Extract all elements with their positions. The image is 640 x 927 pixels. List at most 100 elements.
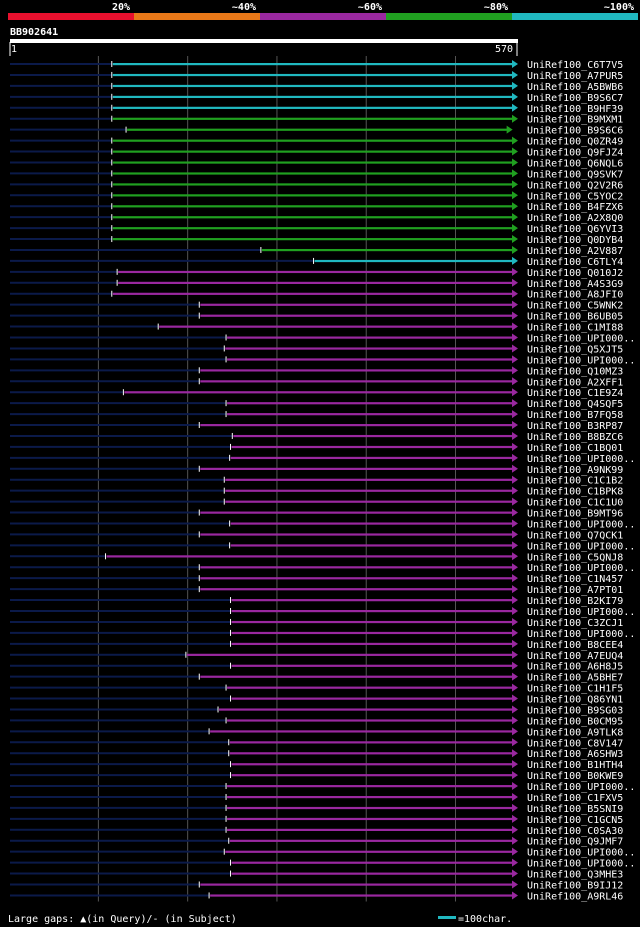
hit-label[interactable]: UniRef100_A9NK99 <box>527 465 623 476</box>
hit-row[interactable]: UniRef100_Q6YVI3 <box>10 224 623 235</box>
hit-row[interactable]: UniRef100_A4S3G9 <box>10 278 623 290</box>
hit-label[interactable]: UniRef100_B4FZX6 <box>527 202 623 213</box>
hit-row[interactable]: UniRef100_UPI000.. <box>10 628 635 640</box>
hit-label[interactable]: UniRef100_Q2V2R6 <box>527 180 623 191</box>
hit-label[interactable]: UniRef100_UPI000.. <box>527 355 635 366</box>
hit-row[interactable]: UniRef100_C5QNJ8 <box>10 552 623 563</box>
hit-row[interactable]: UniRef100_C5YOC2 <box>10 191 623 202</box>
hit-row[interactable]: UniRef100_UPI000.. <box>10 607 635 618</box>
hit-label[interactable]: UniRef100_C1E9Z4 <box>527 388 623 399</box>
hit-row[interactable]: UniRef100_Q0DYB4 <box>10 235 623 246</box>
hit-row[interactable]: UniRef100_B8CEE4 <box>10 639 623 651</box>
hit-row[interactable]: UniRef100_Q9SVK7 <box>10 169 623 180</box>
hit-label[interactable]: UniRef100_A9TLK8 <box>527 727 623 738</box>
hit-label[interactable]: UniRef100_C6T7V5 <box>527 60 623 71</box>
hit-row[interactable]: UniRef100_C1BQ01 <box>10 442 623 454</box>
hit-row[interactable]: UniRef100_A2XFF1 <box>10 377 623 388</box>
hit-label[interactable]: UniRef100_UPI000.. <box>527 334 635 345</box>
hit-row[interactable]: UniRef100_C6TLY4 <box>10 256 623 268</box>
hit-label[interactable]: UniRef100_B2KI79 <box>527 596 623 607</box>
hit-label[interactable]: UniRef100_UPI000.. <box>527 541 635 552</box>
hit-row[interactable]: UniRef100_Q7QCK1 <box>10 530 623 541</box>
hit-label[interactable]: UniRef100_Q4SQF5 <box>527 399 623 410</box>
hit-row[interactable]: UniRef100_Q0ZR49 <box>10 136 623 148</box>
hit-label[interactable]: UniRef100_C1FXV5 <box>527 793 623 804</box>
hit-label[interactable]: UniRef100_B0KWE9 <box>527 771 623 782</box>
hit-row[interactable]: UniRef100_UPI000.. <box>10 858 635 870</box>
hit-row[interactable]: UniRef100_UPI000.. <box>10 519 635 530</box>
hit-row[interactable]: UniRef100_C1FXV5 <box>10 792 623 804</box>
hit-row[interactable]: UniRef100_C3ZCJ1 <box>10 617 623 629</box>
hit-label[interactable]: UniRef100_Q10MZ3 <box>527 366 623 377</box>
hit-label[interactable]: UniRef100_A7PUR5 <box>527 71 623 82</box>
hit-label[interactable]: UniRef100_C5YOC2 <box>527 191 623 202</box>
hit-row[interactable]: UniRef100_UPI000.. <box>10 333 635 345</box>
hit-label[interactable]: UniRef100_C5QNJ8 <box>527 552 623 563</box>
hit-row[interactable]: UniRef100_C1C1B2 <box>10 475 623 487</box>
hit-row[interactable]: UniRef100_UPI000.. <box>10 782 635 793</box>
hit-label[interactable]: UniRef100_A8JFI0 <box>527 290 623 301</box>
hit-row[interactable]: UniRef100_UPI000.. <box>10 541 635 552</box>
hit-label[interactable]: UniRef100_A9RL46 <box>527 891 623 902</box>
hit-row[interactable]: UniRef100_C0SA30 <box>10 825 623 837</box>
hit-label[interactable]: UniRef100_C1MI88 <box>527 323 623 334</box>
hit-row[interactable]: UniRef100_UPI000.. <box>10 453 635 465</box>
hit-label[interactable]: UniRef100_C1C1U0 <box>527 498 623 509</box>
hit-row[interactable]: UniRef100_A5BWB6 <box>10 81 623 93</box>
hit-row[interactable]: UniRef100_C1N457 <box>10 574 623 585</box>
hit-row[interactable]: UniRef100_B9SG03 <box>10 705 623 716</box>
hit-row[interactable]: UniRef100_C1H1F5 <box>10 683 623 695</box>
hit-label[interactable]: UniRef100_Q010J2 <box>527 268 623 279</box>
hit-row[interactable]: UniRef100_A8JFI0 <box>10 289 623 301</box>
hit-row[interactable]: UniRef100_C1E9Z4 <box>10 388 623 399</box>
hit-label[interactable]: UniRef100_Q86YN1 <box>527 695 623 706</box>
hit-label[interactable]: UniRef100_Q0DYB4 <box>527 235 623 246</box>
hit-row[interactable]: UniRef100_B0KWE9 <box>10 771 623 782</box>
hit-label[interactable]: UniRef100_B3RP87 <box>527 421 623 432</box>
hit-row[interactable]: UniRef100_C8V147 <box>10 738 623 749</box>
hit-label[interactable]: UniRef100_Q7QCK1 <box>527 530 623 541</box>
hit-row[interactable]: UniRef100_A7PT01 <box>10 585 623 596</box>
hit-label[interactable]: UniRef100_C1GCN5 <box>527 815 623 826</box>
hit-row[interactable]: UniRef100_B9S6C6 <box>10 125 623 137</box>
hit-label[interactable]: UniRef100_A2V887 <box>527 246 623 257</box>
hit-label[interactable]: UniRef100_B9S6C6 <box>527 126 623 137</box>
hit-label[interactable]: UniRef100_C6TLY4 <box>527 257 623 268</box>
hit-row[interactable]: UniRef100_Q86YN1 <box>10 694 623 706</box>
hit-label[interactable]: UniRef100_Q6YVI3 <box>527 224 623 235</box>
hit-label[interactable]: UniRef100_B8CEE4 <box>527 640 623 651</box>
hit-row[interactable]: UniRef100_Q010J2 <box>10 267 623 279</box>
hit-row[interactable]: UniRef100_Q5XJT5 <box>10 344 623 355</box>
hit-row[interactable]: UniRef100_B5SNI9 <box>10 803 623 815</box>
hit-label[interactable]: UniRef100_B9SG03 <box>527 705 623 716</box>
hit-label[interactable]: UniRef100_B7FQ58 <box>527 410 623 421</box>
hit-label[interactable]: UniRef100_C1C1B2 <box>527 476 623 487</box>
hit-row[interactable]: UniRef100_B9MXM1 <box>10 114 623 126</box>
hit-label[interactable]: UniRef100_A2XFF1 <box>527 377 623 388</box>
hit-label[interactable]: UniRef100_UPI000.. <box>527 629 635 640</box>
hit-row[interactable]: UniRef100_B9S6C7 <box>10 92 623 104</box>
hit-label[interactable]: UniRef100_C1BPK8 <box>527 487 623 498</box>
hit-label[interactable]: UniRef100_C1N457 <box>527 574 623 585</box>
hit-row[interactable]: UniRef100_B8BZC6 <box>10 431 623 443</box>
hit-row[interactable]: UniRef100_B7FQ58 <box>10 410 623 421</box>
hit-row[interactable]: UniRef100_C1BPK8 <box>10 486 623 498</box>
hit-label[interactable]: UniRef100_B9MXM1 <box>527 115 623 126</box>
hit-row[interactable]: UniRef100_Q3MHE3 <box>10 869 623 881</box>
hit-label[interactable]: UniRef100_Q9JMF7 <box>527 837 623 848</box>
hit-label[interactable]: UniRef100_A6H8J5 <box>527 662 623 673</box>
hit-row[interactable]: UniRef100_UPI000.. <box>10 847 635 859</box>
hit-label[interactable]: UniRef100_Q6NQL6 <box>527 158 623 169</box>
hit-label[interactable]: UniRef100_UPI000.. <box>527 848 635 859</box>
hit-label[interactable]: UniRef100_UPI000.. <box>527 563 635 574</box>
hit-row[interactable]: UniRef100_C1MI88 <box>10 322 623 334</box>
hit-row[interactable]: UniRef100_Q9FJZ4 <box>10 147 623 159</box>
hit-label[interactable]: UniRef100_B9S6C7 <box>527 93 623 104</box>
hit-label[interactable]: UniRef100_B5SNI9 <box>527 804 623 815</box>
hit-row[interactable]: UniRef100_B6UB05 <box>10 311 623 323</box>
hit-row[interactable]: UniRef100_A9RL46 <box>10 891 623 902</box>
hit-row[interactable]: UniRef100_Q10MZ3 <box>10 366 623 377</box>
hit-label[interactable]: UniRef100_A5BWB6 <box>527 82 623 93</box>
hit-row[interactable]: UniRef100_A7EUQ4 <box>10 650 623 662</box>
hit-label[interactable]: UniRef100_A7PT01 <box>527 585 623 596</box>
